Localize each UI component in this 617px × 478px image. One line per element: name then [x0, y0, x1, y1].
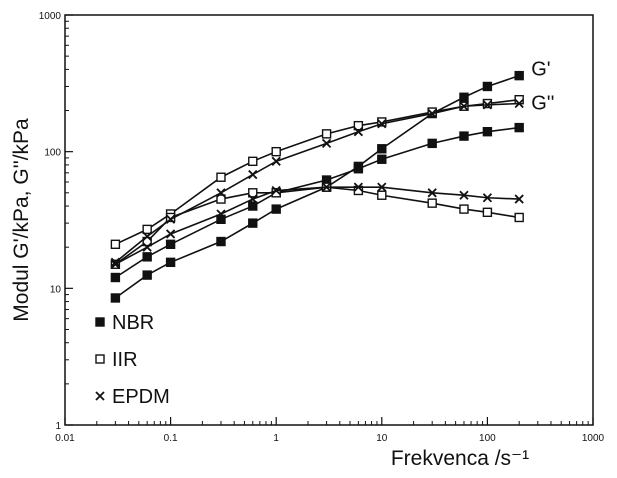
data-point	[248, 194, 258, 204]
data-point	[482, 100, 493, 110]
curve-label: G'	[531, 59, 550, 81]
data-point	[216, 236, 226, 247]
data-point	[482, 193, 493, 203]
data-point	[165, 239, 176, 249]
data-point	[482, 98, 493, 109]
series-line	[115, 186, 520, 265]
data-point	[514, 194, 524, 204]
data-point	[427, 188, 437, 198]
data-point	[482, 207, 493, 218]
data-point	[142, 270, 152, 280]
plot-frame	[64, 14, 594, 426]
series-line	[114, 74, 520, 299]
data-point	[110, 272, 121, 283]
data-point	[514, 122, 524, 133]
legend-marker	[95, 317, 105, 327]
legend-label: NBR	[112, 312, 154, 334]
data-point	[321, 129, 332, 139]
data-point	[142, 231, 152, 242]
data-point	[482, 81, 493, 92]
data-point	[248, 188, 258, 198]
y-tick-label: 1	[55, 421, 61, 432]
data-point	[377, 190, 387, 200]
data-point	[271, 188, 281, 198]
data-point	[377, 182, 387, 192]
series-line	[114, 126, 520, 279]
data-point	[248, 201, 258, 211]
data-point	[459, 190, 469, 200]
data-point	[514, 70, 524, 81]
data-point	[110, 257, 121, 267]
data-point	[271, 146, 281, 157]
x-axis-label: Frekvenca /s⁻¹	[391, 447, 529, 470]
curve-label: G''	[531, 93, 554, 115]
data-point	[427, 198, 437, 208]
data-point	[248, 218, 258, 228]
data-point	[377, 117, 387, 127]
data-point	[248, 156, 258, 167]
x-tick-label: 0.1	[164, 433, 178, 444]
data-point	[271, 156, 281, 166]
data-point	[377, 154, 387, 164]
data-point	[165, 229, 176, 239]
legend-label: EPDM	[112, 386, 170, 408]
data-point	[216, 188, 226, 198]
data-point	[321, 182, 332, 192]
data-point	[377, 119, 387, 129]
y-tick-label: 1000	[39, 11, 62, 22]
series-line	[115, 98, 520, 246]
data-point	[142, 242, 152, 252]
data-point	[514, 212, 524, 223]
legend-label: IIR	[112, 349, 138, 371]
data-point	[271, 204, 281, 214]
x-tick-label: 1	[273, 433, 279, 444]
data-point	[514, 98, 524, 109]
data-point	[216, 214, 226, 224]
data-point	[321, 138, 332, 149]
data-point	[142, 252, 152, 262]
data-point	[459, 101, 469, 111]
data-point	[165, 214, 176, 224]
data-point	[427, 138, 437, 149]
series-line	[114, 186, 520, 265]
x-tick-label: 10	[376, 433, 388, 444]
data-point	[377, 144, 387, 154]
data-point	[459, 92, 469, 102]
data-point	[459, 131, 469, 141]
data-point	[353, 120, 364, 131]
data-point	[427, 108, 437, 119]
data-point	[353, 164, 364, 174]
data-point	[353, 182, 364, 192]
data-point	[353, 127, 364, 137]
data-point	[165, 257, 176, 268]
y-tick-label: 100	[44, 148, 61, 159]
x-tick-label: 1000	[582, 433, 605, 444]
data-point	[216, 172, 226, 182]
data-point	[216, 194, 226, 204]
data-point	[459, 204, 469, 214]
legend-marker	[95, 391, 105, 401]
data-point	[110, 293, 121, 303]
x-tick-label: 0.01	[55, 433, 75, 444]
data-point	[248, 169, 258, 180]
y-tick-label: 10	[50, 284, 62, 295]
data-point	[216, 209, 226, 219]
data-point	[142, 224, 152, 235]
legend-marker	[95, 354, 105, 364]
x-tick-label: 100	[479, 433, 496, 444]
data-point	[110, 239, 121, 249]
data-point	[110, 259, 121, 269]
data-point	[271, 185, 281, 196]
y-axis-label: Modul G'/kPa, G''/kPa	[10, 118, 33, 322]
data-point	[482, 126, 493, 137]
